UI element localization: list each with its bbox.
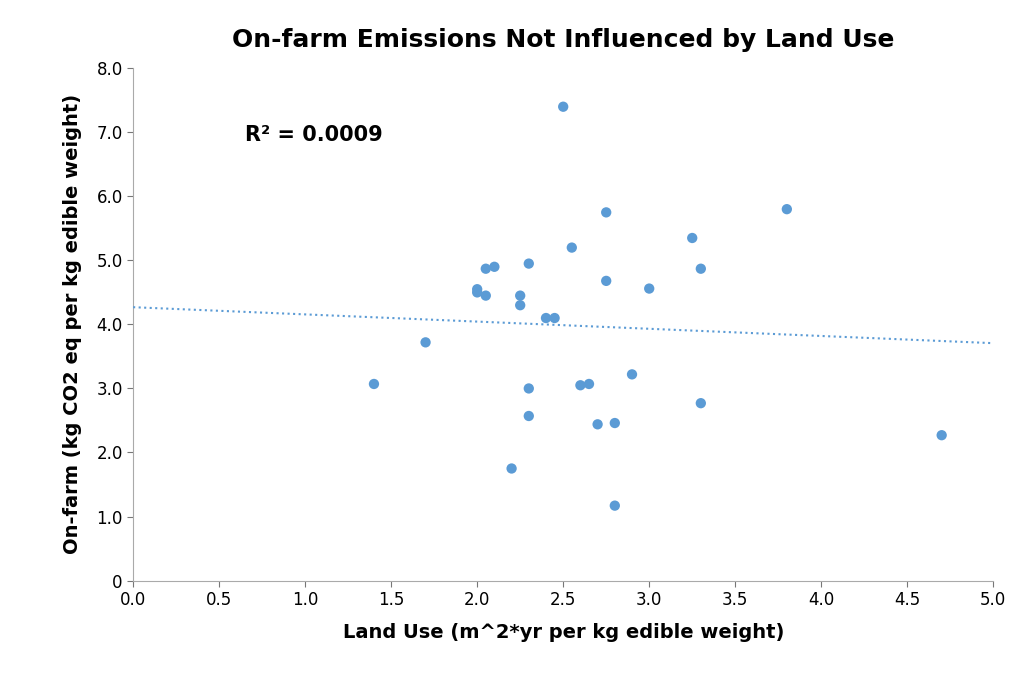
Point — [512, 290, 528, 301]
Point — [477, 263, 494, 274]
Point — [598, 275, 614, 286]
Point — [606, 500, 623, 511]
Text: R² = 0.0009: R² = 0.0009 — [245, 125, 383, 145]
Point — [555, 101, 571, 112]
Point — [504, 463, 520, 474]
Point — [778, 204, 795, 214]
Point — [469, 287, 485, 298]
Point — [581, 378, 597, 389]
Point — [547, 313, 563, 324]
Point — [606, 417, 623, 428]
Point — [469, 283, 485, 294]
Point — [538, 313, 554, 324]
Point — [563, 242, 580, 253]
Point — [692, 263, 709, 274]
Point — [512, 300, 528, 311]
Point — [934, 430, 950, 441]
Point — [520, 383, 537, 394]
Point — [641, 283, 657, 294]
X-axis label: Land Use (m^2*yr per kg edible weight): Land Use (m^2*yr per kg edible weight) — [342, 623, 784, 642]
Point — [520, 258, 537, 269]
Point — [486, 262, 503, 273]
Point — [692, 398, 709, 408]
Point — [598, 207, 614, 218]
Point — [520, 410, 537, 421]
Y-axis label: On-farm (kg CO2 eq per kg edible weight): On-farm (kg CO2 eq per kg edible weight) — [63, 94, 83, 555]
Point — [477, 290, 494, 301]
Point — [418, 337, 434, 348]
Point — [366, 378, 382, 389]
Point — [590, 419, 606, 430]
Point — [572, 380, 589, 391]
Point — [624, 369, 640, 380]
Title: On-farm Emissions Not Influenced by Land Use: On-farm Emissions Not Influenced by Land… — [232, 29, 894, 53]
Point — [684, 232, 700, 243]
